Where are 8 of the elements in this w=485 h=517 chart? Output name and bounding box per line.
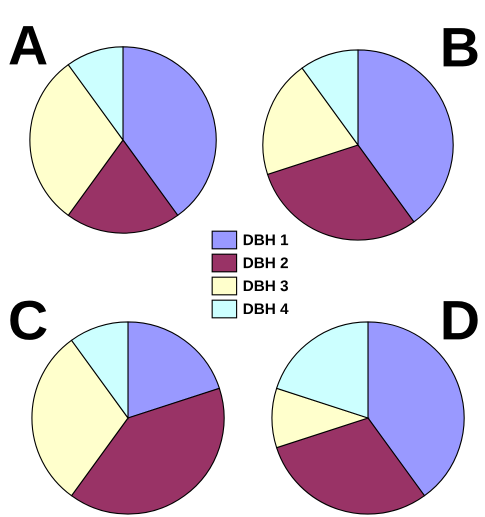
legend-label: DBH 4 (244, 304, 288, 314)
legend-label: DBH 1 (244, 234, 288, 246)
legend-label: DBH 2 (244, 257, 288, 268)
chart-title: B (444, 28, 478, 66)
chart-title: C (10, 300, 47, 340)
chart-title: D (444, 301, 478, 340)
chart-title: A (9, 26, 47, 64)
legend-label: DBH 3 (244, 280, 288, 292)
